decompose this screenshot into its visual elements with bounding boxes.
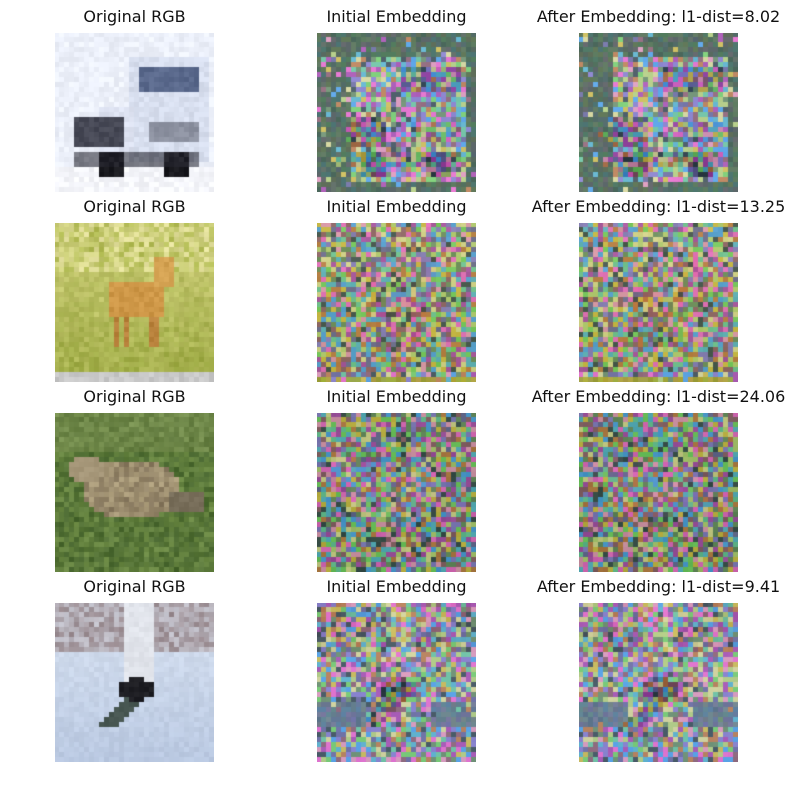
- initial-embedding-image-white-truck: [317, 33, 476, 192]
- after-embedding-image-airplane-on-snow: [579, 603, 738, 762]
- original-title: Original RGB: [83, 387, 186, 406]
- initial-title: Initial Embedding: [326, 7, 467, 26]
- after-title: After Embedding: l1-dist=8.02: [536, 7, 781, 26]
- original-title: Original RGB: [83, 197, 186, 216]
- initial-title: Initial Embedding: [326, 387, 467, 406]
- after-embedding-image-bird-on-grass: [579, 413, 738, 572]
- after-title: After Embedding: l1-dist=13.25: [531, 197, 786, 216]
- initial-embedding-image-airplane-on-snow: [317, 603, 476, 762]
- after-embedding-image-white-truck: [579, 33, 738, 192]
- original-rgb-image-bird-on-grass: [55, 413, 214, 572]
- initial-embedding-image-bird-on-grass: [317, 413, 476, 572]
- after-title: After Embedding: l1-dist=24.06: [531, 387, 786, 406]
- original-rgb-image-airplane-on-snow: [55, 603, 214, 762]
- after-embedding-image-deer-in-grass: [579, 223, 738, 382]
- original-title: Original RGB: [83, 577, 186, 596]
- initial-title: Initial Embedding: [326, 197, 467, 216]
- initial-title: Initial Embedding: [326, 577, 467, 596]
- original-rgb-image-white-truck: [55, 33, 214, 192]
- initial-embedding-image-deer-in-grass: [317, 223, 476, 382]
- original-rgb-image-deer-in-grass: [55, 223, 214, 382]
- original-title: Original RGB: [83, 7, 186, 26]
- after-title: After Embedding: l1-dist=9.41: [536, 577, 781, 596]
